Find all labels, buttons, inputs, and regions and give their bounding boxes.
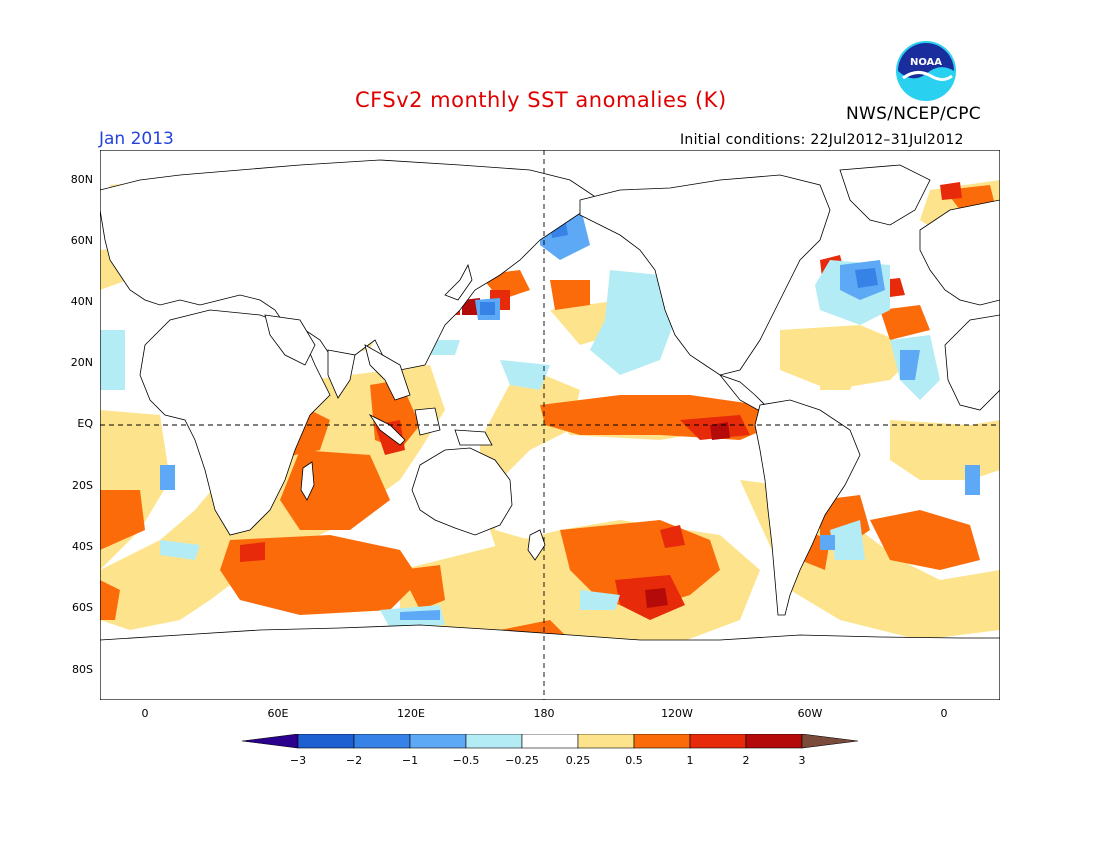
sst-anomaly-map — [100, 150, 1000, 700]
lon-label: 0 — [141, 707, 149, 720]
lat-label: 20N — [70, 356, 93, 369]
colorbar-segment — [577, 734, 635, 749]
new-guinea-landmass — [454, 429, 493, 446]
colorbar-label: 1 — [687, 754, 694, 767]
initial-conditions: Initial conditions: 22Jul2012–31Jul2012 — [680, 132, 964, 148]
japan-landmass — [444, 263, 473, 301]
noaa-logo-icon: NOAA — [896, 41, 956, 101]
colorbar-segment — [465, 734, 523, 749]
lon-label: 120W — [661, 707, 693, 720]
lon-label: 60W — [797, 707, 823, 720]
colorbar-segment — [241, 734, 299, 749]
agency-label: NWS/NCEP/CPC — [846, 104, 981, 124]
lon-label: 180 — [533, 707, 555, 720]
svg-text:NOAA: NOAA — [910, 57, 942, 68]
lat-label: 40S — [72, 540, 93, 553]
lat-label: 80N — [70, 173, 93, 186]
colorbar-segment — [297, 734, 355, 749]
colorbar-label: 3 — [799, 754, 806, 767]
colorbar-segment — [801, 734, 859, 749]
lat-label: 60N — [70, 234, 93, 247]
arabia-landmass — [264, 314, 316, 366]
colorbar-segment — [745, 734, 803, 749]
colorbar-segment — [633, 734, 691, 749]
southeast-asia-landmass — [364, 344, 411, 401]
greenland-landmass — [839, 164, 931, 226]
colorbar-label: 0.5 — [625, 754, 643, 767]
australia-landmass — [411, 447, 513, 536]
lat-label: 80S — [72, 663, 93, 676]
south-america-landmass — [754, 399, 861, 616]
lon-label: 60E — [267, 707, 289, 720]
land-masses — [100, 159, 1000, 700]
madagascar-landmass — [300, 461, 315, 501]
africa-landmass-repeat — [944, 314, 1000, 411]
lat-label: 20S — [72, 479, 93, 492]
colorbar-legend: −3 −2 −1 −0.5 −0.25 0.25 0.5 1 2 3 — [241, 734, 859, 767]
colorbar-label: −3 — [290, 754, 306, 767]
lon-label: 120E — [397, 707, 425, 720]
sumatra-landmass — [368, 413, 406, 446]
forecast-month: Jan 2013 — [99, 129, 174, 149]
lat-label: 40N — [70, 295, 93, 308]
colorbar-segment — [689, 734, 747, 749]
lon-label: 0 — [940, 707, 948, 720]
colorbar-label: 0.25 — [566, 754, 591, 767]
colorbar-label: −0.5 — [453, 754, 480, 767]
colorbar-label: 2 — [743, 754, 750, 767]
europe-landmass-repeat — [919, 199, 1000, 306]
colorbar-segment — [409, 734, 467, 749]
colorbar-label: −1 — [402, 754, 418, 767]
colorbar-label: −2 — [346, 754, 362, 767]
chart-title: CFSv2 monthly SST anomalies (K) — [355, 88, 727, 112]
india-landmass — [327, 349, 356, 399]
colorbar-segment — [521, 734, 579, 749]
lat-label: 60S — [72, 601, 93, 614]
lat-label: EQ — [77, 417, 93, 430]
north-america-landmass — [579, 174, 831, 376]
antarctica-landmass — [100, 624, 1000, 700]
colorbar-segment — [353, 734, 411, 749]
borneo-landmass — [414, 407, 441, 436]
colorbar-label: −0.25 — [505, 754, 539, 767]
new-zealand-landmass — [527, 529, 546, 561]
